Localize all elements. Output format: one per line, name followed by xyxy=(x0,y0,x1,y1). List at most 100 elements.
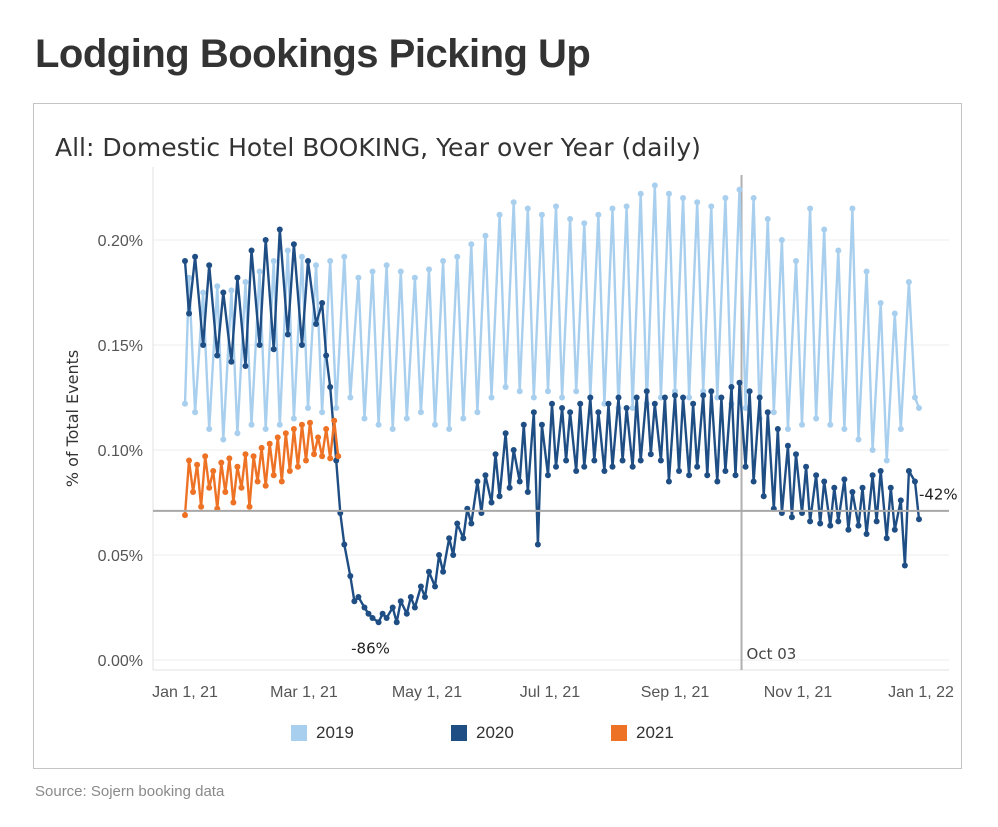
series-2019-point xyxy=(841,426,848,432)
series-2020-point xyxy=(647,451,654,458)
series-2021-line xyxy=(183,419,340,516)
series-2020-point xyxy=(736,379,743,386)
series-2021-point xyxy=(323,426,330,432)
series-2019-point xyxy=(835,247,842,254)
series-2021-point xyxy=(311,451,318,458)
series-2019-point xyxy=(581,220,588,227)
series-2019-point xyxy=(770,409,777,416)
series-2019-point xyxy=(474,409,481,416)
series-2019-point xyxy=(200,289,207,296)
x-tick-label: May 1, 21 xyxy=(392,684,462,701)
series-2019-point xyxy=(544,388,551,395)
series-2020-point xyxy=(901,562,908,569)
series-2019-point xyxy=(778,237,785,243)
series-2020-point xyxy=(369,615,376,621)
series-2020-point xyxy=(708,388,715,395)
series-2020-point xyxy=(248,247,255,254)
series-2019-point xyxy=(700,388,707,395)
series-2019-point xyxy=(530,394,537,401)
series-2020-point xyxy=(298,342,305,348)
chart-plot: 0.00% 0.05% 0.10% 0.15% 0.20% % of Total Even… xyxy=(63,167,958,701)
series-2020-point xyxy=(591,457,598,464)
series-2020-point xyxy=(379,610,386,617)
x-tick-label: Sep 1, 21 xyxy=(641,684,710,701)
series-2019-point xyxy=(849,205,856,212)
series-2019-point xyxy=(883,457,890,464)
series-2020-point xyxy=(200,342,207,348)
series-2020-point xyxy=(722,468,729,474)
legend-swatch xyxy=(611,725,627,741)
series-2019-point xyxy=(488,394,495,401)
series-2020-point xyxy=(276,226,283,233)
series-2019-point xyxy=(228,287,235,294)
series-2019-point xyxy=(262,426,269,432)
series-2020-point xyxy=(341,541,348,548)
series-2020-point xyxy=(553,463,560,470)
series-2019-point xyxy=(389,426,396,432)
date-marker-label: Oct 03 xyxy=(747,645,797,663)
series-2020-point xyxy=(432,583,439,590)
series-2019-point xyxy=(750,195,757,201)
series-2020-point xyxy=(544,472,551,479)
series-2019-point xyxy=(665,190,672,197)
series-2019-line xyxy=(183,184,921,462)
series-2020-point xyxy=(581,463,588,470)
series-2020-point xyxy=(817,520,824,527)
series-2020-point xyxy=(192,253,199,260)
series-2020-point xyxy=(182,258,188,264)
y-tick-label: 0.15% xyxy=(98,338,143,355)
series-2020-point xyxy=(601,468,608,474)
series-2021-point xyxy=(319,453,326,460)
series-2020-point xyxy=(214,352,221,359)
series-2021-point xyxy=(226,455,233,462)
series-2020-point xyxy=(657,457,664,464)
series-2020-point xyxy=(746,388,753,395)
series-2020-point xyxy=(615,394,622,401)
series-2019-point xyxy=(869,447,876,453)
series-2019-point xyxy=(764,216,771,222)
series-2019-point xyxy=(319,409,326,416)
series-2020-point xyxy=(694,463,701,470)
series-2019-point xyxy=(192,409,199,416)
series-2021-point xyxy=(327,455,334,462)
series-2019-point xyxy=(369,268,376,275)
series-2020-point xyxy=(690,400,697,407)
series-2020-point xyxy=(436,552,443,558)
series-2021-point xyxy=(234,463,241,470)
series-2021-point xyxy=(206,484,213,491)
series-2020-point xyxy=(393,619,400,626)
series-2020-point xyxy=(262,237,269,243)
series-2020-point xyxy=(680,394,687,401)
series-2020-point xyxy=(587,394,594,401)
series-2021-point xyxy=(298,421,305,428)
series-2020-point xyxy=(774,426,781,432)
series-2021-point xyxy=(198,503,205,510)
series-2020-point xyxy=(534,541,541,548)
series-2020-point xyxy=(671,392,678,399)
series-2020-point xyxy=(803,463,810,470)
series-2019-point xyxy=(510,199,517,206)
series-2021-point xyxy=(230,499,237,506)
series-2019-point xyxy=(327,258,334,264)
series-2019-point xyxy=(516,388,523,395)
series-2020-point xyxy=(305,258,312,264)
x-tick-label: Mar 1, 21 xyxy=(270,684,338,701)
series-2020-point xyxy=(784,442,791,449)
legend-item: 2019 xyxy=(291,723,451,743)
series-2021-point xyxy=(246,503,253,510)
series-2020-point xyxy=(700,392,707,399)
series-2021-point xyxy=(202,453,209,460)
series-2020-point xyxy=(841,476,848,483)
series-2021-point xyxy=(282,430,289,437)
series-2020-point xyxy=(454,520,461,527)
series-2019-point xyxy=(595,211,602,218)
series-2019-point xyxy=(313,262,320,269)
series-2020-point xyxy=(186,310,193,317)
series-2020-point xyxy=(242,363,249,369)
series-2020-point xyxy=(792,451,799,458)
series-2019-point xyxy=(567,216,574,222)
series-2019-point xyxy=(411,274,418,281)
series-2020-point xyxy=(788,514,795,521)
series-2021-point xyxy=(290,426,297,432)
series-2020-point xyxy=(718,394,725,401)
